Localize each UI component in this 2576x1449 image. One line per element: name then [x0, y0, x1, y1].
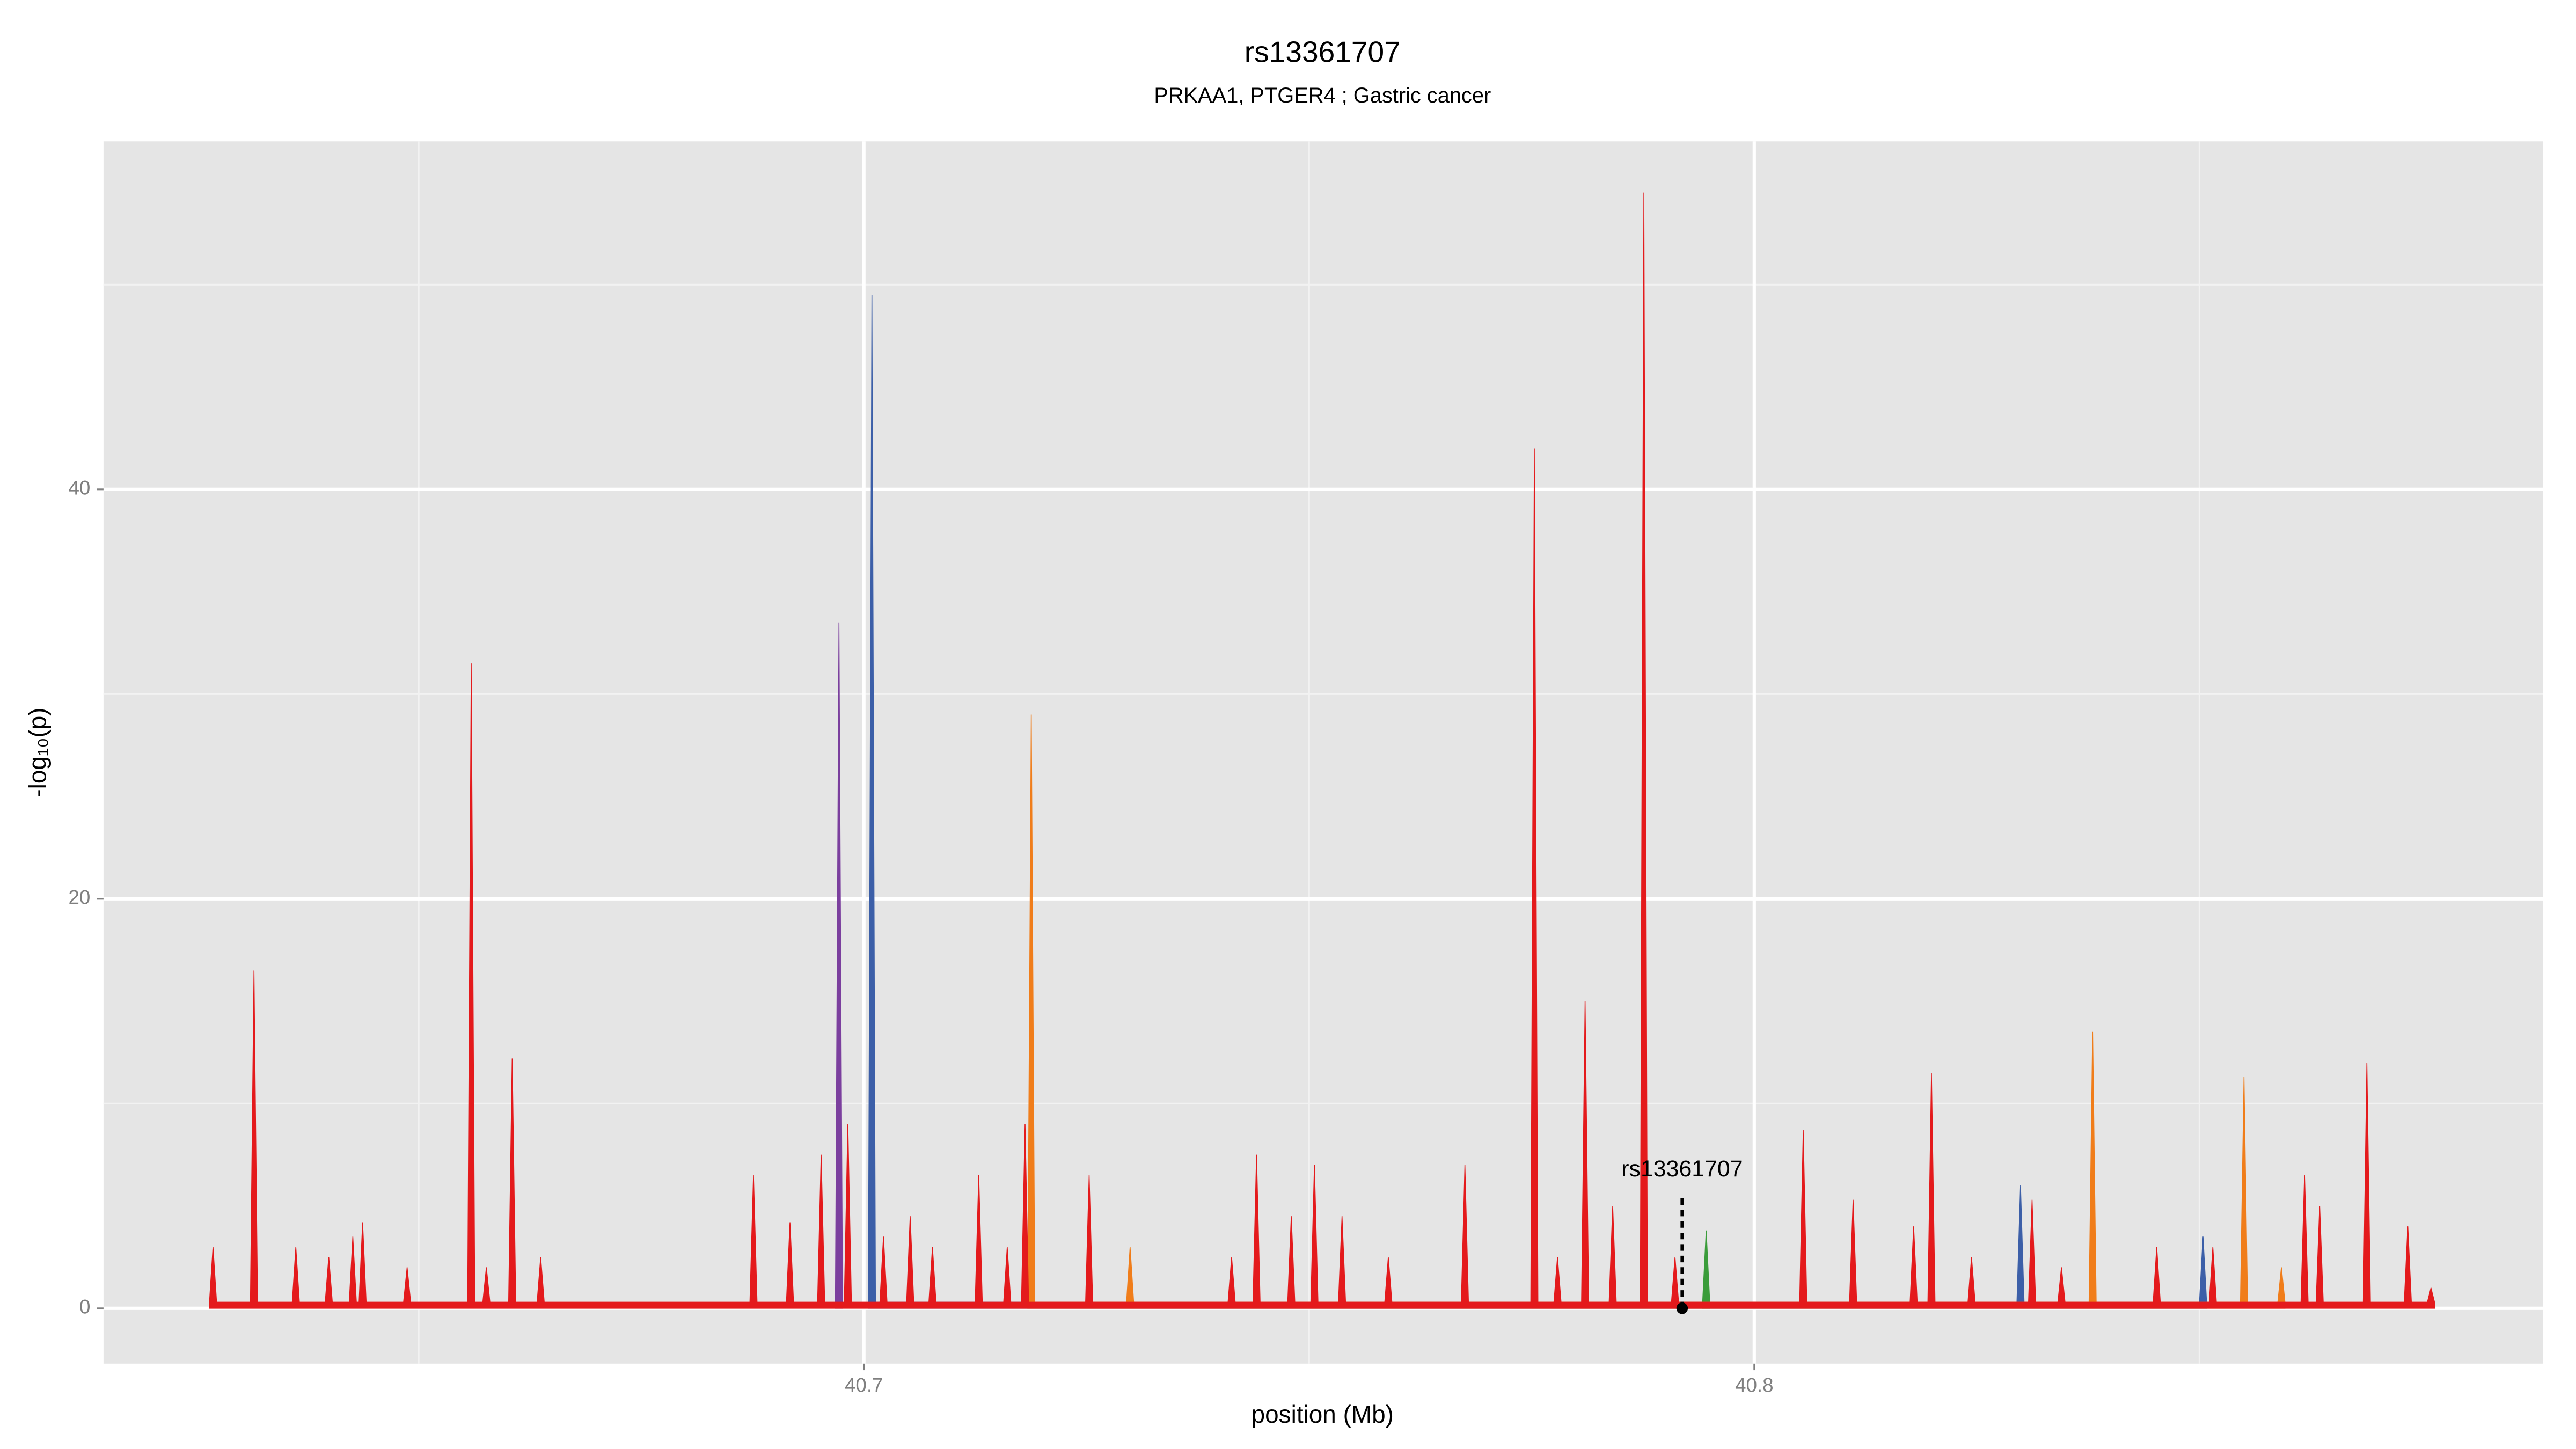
annotation-dot: [1676, 1302, 1688, 1314]
y-tick-label: 40: [69, 477, 91, 499]
x-tick-label: 40.8: [1735, 1374, 1773, 1396]
annotation-label: rs13361707: [1621, 1156, 1743, 1182]
area: [209, 192, 2435, 1309]
x-tick-label: 40.7: [845, 1374, 883, 1396]
x-axis-label: position (Mb): [1252, 1400, 1394, 1428]
chart-title: rs13361707: [1245, 35, 1401, 69]
plot-panel: [103, 141, 2543, 1364]
y-tick-label: 0: [79, 1296, 90, 1318]
y-tick-label: 20: [69, 887, 91, 909]
y-axis-label: -log₁₀(p): [24, 707, 52, 797]
area: [1027, 714, 2286, 1309]
marks: [209, 192, 2435, 1309]
chart-subtitle: PRKAA1, PTGER4 ; Gastric cancer: [1154, 84, 1491, 107]
